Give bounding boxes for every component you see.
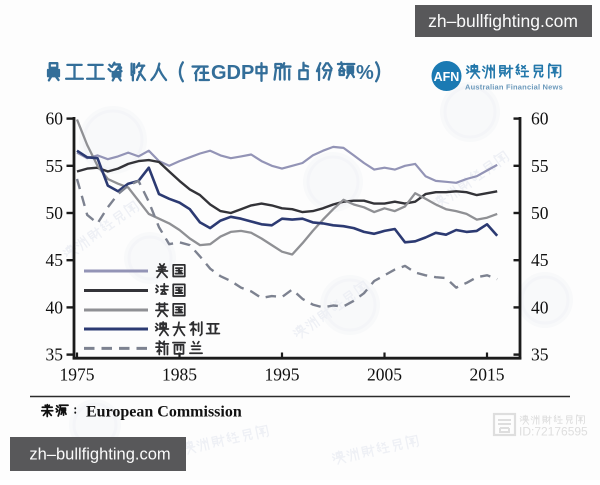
svg-text:45: 45 (46, 250, 64, 270)
svg-text:%: % (356, 62, 374, 84)
svg-text:zh–bullfighting.com: zh–bullfighting.com (428, 11, 578, 31)
svg-text:35: 35 (46, 345, 64, 365)
svg-text:55: 55 (531, 156, 549, 176)
svg-text:ID:72176595: ID:72176595 (519, 425, 588, 439)
svg-text:60: 60 (46, 109, 64, 129)
svg-text:2005: 2005 (367, 365, 402, 385)
svg-text:50: 50 (46, 203, 64, 223)
svg-text:45: 45 (531, 250, 549, 270)
svg-text:1995: 1995 (265, 365, 300, 385)
svg-text:50: 50 (531, 203, 549, 223)
svg-text:1985: 1985 (162, 365, 197, 385)
svg-text:2015: 2015 (470, 365, 505, 385)
svg-text:AFN: AFN (434, 70, 460, 84)
svg-text:1975: 1975 (60, 365, 95, 385)
svg-text:40: 40 (46, 297, 64, 317)
svg-text:European Commission: European Commission (86, 404, 242, 421)
svg-text:zh–bullfighting.com: zh–bullfighting.com (29, 446, 170, 464)
svg-text:55: 55 (46, 156, 64, 176)
svg-text:Australian Financial News: Australian Financial News (465, 83, 563, 92)
svg-text:35: 35 (531, 345, 549, 365)
svg-text:40: 40 (531, 297, 549, 317)
svg-text:GDP: GDP (211, 62, 254, 84)
svg-text:60: 60 (531, 109, 549, 129)
